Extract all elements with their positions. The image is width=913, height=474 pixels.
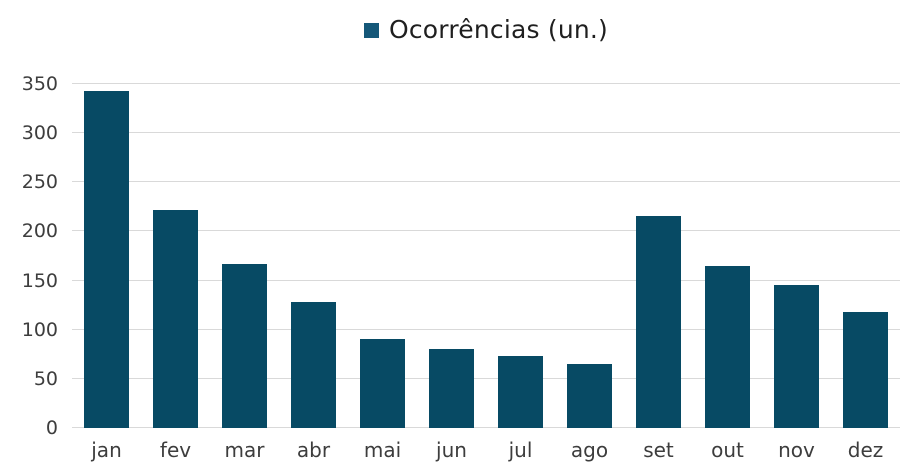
x-tick-label-jan: jan xyxy=(91,438,122,462)
gridline-y-100 xyxy=(72,328,900,330)
gridline-y-150 xyxy=(72,279,900,281)
bar-out xyxy=(705,265,750,428)
y-tick-label-350: 350 xyxy=(21,73,58,95)
x-tick-label-out: out xyxy=(711,438,744,462)
y-tick-label-50: 50 xyxy=(33,367,58,390)
bar-mai xyxy=(360,338,405,428)
bar-nov xyxy=(774,284,819,428)
x-tick-label-mai: mai xyxy=(363,438,402,462)
bar-slot-mai xyxy=(348,84,417,428)
y-tick-label-250: 250 xyxy=(21,171,58,194)
x-tick-label-dez: dez xyxy=(847,438,884,462)
gridline-y-0 xyxy=(72,427,900,428)
x-axis-labels: jan fev mar abr mai jun jul ago set out nov dez xyxy=(72,438,900,462)
x-tick-label-fev: fev xyxy=(159,438,192,462)
bar-slot-fev xyxy=(141,84,210,428)
bar-jan xyxy=(84,90,129,428)
bar-slot-nov xyxy=(762,84,831,428)
bar-jun xyxy=(429,349,474,428)
y-tick-label-150: 150 xyxy=(21,269,58,292)
gridline-y-350 xyxy=(72,83,900,84)
x-tick-label-mar: mar xyxy=(224,438,265,462)
bar-slot-out xyxy=(693,84,762,428)
gridline-y-200 xyxy=(72,230,900,232)
y-tick-label-200: 200 xyxy=(21,220,58,243)
plot-area: 0 50 100 150 200 250 300 350 jan fev mar abr mai jun… xyxy=(22,73,900,462)
bar-ago xyxy=(567,364,612,428)
x-tick-label-ago: ago xyxy=(570,438,609,462)
x-tick-label-set: set xyxy=(643,438,674,462)
legend-label: Ocorrências (un.) xyxy=(388,14,609,44)
y-tick-label-0: 0 xyxy=(45,417,58,439)
chart-legend: Ocorrências (un.) xyxy=(72,12,900,46)
bar-jul xyxy=(498,356,543,428)
bar-mar xyxy=(222,263,267,428)
bar-abr xyxy=(291,302,336,428)
bar-set xyxy=(636,215,681,428)
x-tick-label-abr: abr xyxy=(296,438,331,462)
gridline-y-250 xyxy=(72,181,900,183)
bar-slot-jul xyxy=(486,84,555,428)
bar-slot-abr xyxy=(279,84,348,428)
bar-fev xyxy=(153,209,198,428)
bars-layer xyxy=(72,84,900,428)
x-tick-label-jun: jun xyxy=(436,438,467,462)
bar-slot-jan xyxy=(72,84,141,428)
bar-slot-ago xyxy=(555,84,624,428)
bar-slot-dez xyxy=(831,84,900,428)
gridline-y-50 xyxy=(72,377,900,379)
legend-color-swatch-icon xyxy=(363,22,379,38)
bar-dez xyxy=(843,312,888,428)
y-tick-label-100: 100 xyxy=(21,318,58,341)
y-tick-label-300: 300 xyxy=(21,122,58,145)
x-tick-label-nov: nov xyxy=(778,438,815,462)
bar-slot-jun xyxy=(417,84,486,428)
bar-slot-set xyxy=(624,84,693,428)
gridline-y-300 xyxy=(72,132,900,134)
bar-slot-mar xyxy=(210,84,279,428)
x-tick-label-jul: jul xyxy=(508,438,533,462)
